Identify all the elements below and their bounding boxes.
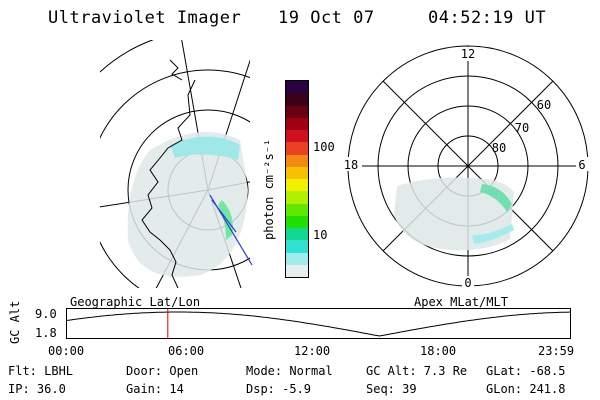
colorbar-swatch <box>286 93 308 106</box>
mlt-label-0: 0 <box>464 276 471 290</box>
aurora-image <box>394 177 514 251</box>
info-glon: GLon: 241.8 <box>486 382 566 396</box>
aurora-image <box>127 132 248 277</box>
info-flt: Flt: LBHL <box>8 364 74 378</box>
orbit-ylabel: GC Alt <box>8 300 22 344</box>
orbit-altitude-curve <box>66 311 571 337</box>
coastline <box>141 79 196 289</box>
colorbar-swatch <box>286 252 308 265</box>
mlt-label-12: 12 <box>461 47 475 61</box>
colorbar-swatch <box>286 264 308 277</box>
info-door: Door: Open <box>126 364 199 378</box>
orbit-xtick-1: 06:00 <box>168 344 205 358</box>
colorbar <box>285 80 309 278</box>
time-label: 04:52:19 UT <box>428 8 547 28</box>
colorbar-swatch <box>286 130 308 143</box>
colorbar-unit-label: photon cm⁻²s⁻¹ <box>262 138 276 240</box>
colorbar-swatch <box>286 154 308 167</box>
apex-label: Apex MLat/MLT <box>414 295 508 309</box>
aurora-oval <box>170 136 240 160</box>
colorbar-swatch <box>286 215 308 228</box>
colorbar-swatch <box>286 81 308 94</box>
colorbar-swatch <box>286 166 308 179</box>
colorbar-swatch <box>286 105 308 118</box>
info-gain: Gain: 14 <box>126 382 184 396</box>
mlt-label-18: 18 <box>344 158 358 172</box>
geographic-map <box>100 40 253 289</box>
geographic-label: Geographic Lat/Lon <box>70 295 201 309</box>
mlat-label-80: 80 <box>492 141 506 155</box>
colorbar-swatch <box>286 203 308 216</box>
lat-circle <box>100 69 250 288</box>
orbit-xtick-0: 00:00 <box>48 344 85 358</box>
mlat-label-60: 60 <box>537 98 551 112</box>
mlat-mlt-dial: 12 18 6 0 60 70 80 <box>342 45 590 290</box>
colorbar-tick-10: 10 <box>313 228 328 242</box>
orbit-ytick-top: 9.0 <box>35 307 57 321</box>
colorbar-swatch <box>286 117 308 130</box>
colorbar-swatch <box>286 179 308 192</box>
info-glat: GLat: -68.5 <box>486 364 566 378</box>
orbit-xtick-2: 12:00 <box>294 344 331 358</box>
app-title: Ultraviolet Imager <box>48 8 242 28</box>
orbit-plot <box>66 308 571 339</box>
orbit-xtick-3: 18:00 <box>420 344 457 358</box>
orbit-ytick-bottom: 1.8 <box>35 326 57 340</box>
info-mode: Mode: Normal <box>246 364 333 378</box>
info-dsp: Dsp: -5.9 <box>246 382 312 396</box>
orbit-plot-frame <box>66 308 571 339</box>
date-label: 19 Oct 07 <box>278 8 375 28</box>
aurora-oval <box>480 184 512 212</box>
info-ip: IP: 36.0 <box>8 382 66 396</box>
info-seq: Seq: 39 <box>366 382 417 396</box>
mlat-label-70: 70 <box>515 121 529 135</box>
orbit-xtick-4: 23:59 <box>538 344 575 358</box>
colorbar-swatch <box>286 142 308 155</box>
colorbar-swatch <box>286 191 308 204</box>
colorbar-swatch <box>286 228 308 241</box>
colorbar-tick-100: 100 <box>313 140 335 154</box>
mlt-label-6: 6 <box>578 158 585 172</box>
info-gc-alt: GC Alt: 7.3 Re <box>366 364 468 378</box>
colorbar-swatch <box>286 240 308 253</box>
